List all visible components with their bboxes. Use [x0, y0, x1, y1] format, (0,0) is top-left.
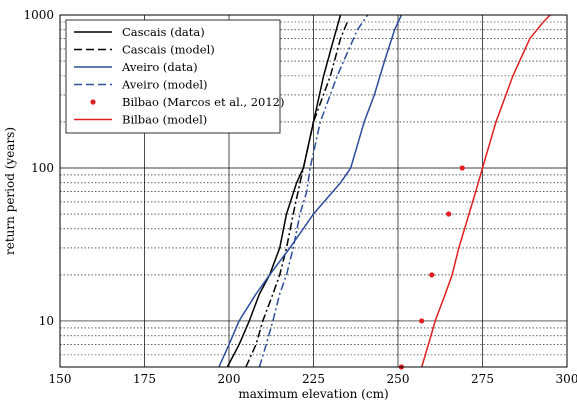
x-axis-ticks: 150 175 200 225 250 275 300 — [49, 372, 577, 386]
x-tick-label: 250 — [387, 372, 410, 386]
y-tick-label: 100 — [31, 161, 54, 175]
legend-marker — [90, 99, 96, 105]
x-tick-label: 175 — [133, 372, 156, 386]
x-tick-label: 200 — [218, 372, 241, 386]
x-tick-label: 275 — [471, 372, 494, 386]
legend-entry: Aveiro (data) — [121, 60, 198, 74]
series-layer — [218, 14, 551, 370]
data-point — [446, 211, 452, 217]
series-line — [420, 14, 551, 368]
y-tick-label: 10 — [39, 314, 54, 328]
series-line — [258, 14, 369, 368]
legend-entry: Bilbao (Marcos et al., 2012) — [122, 95, 284, 109]
y-axis-label: return period (years) — [3, 127, 17, 255]
y-tick-label: 1000 — [23, 8, 54, 22]
plot-frame — [59, 14, 568, 368]
legend-box — [65, 19, 281, 134]
series-line — [218, 14, 403, 368]
x-axis-label: maximum elevation (cm) — [238, 387, 388, 401]
data-point — [429, 272, 435, 278]
legend-entry: Bilbao (model) — [122, 113, 207, 127]
data-point — [419, 318, 425, 324]
series-line — [245, 21, 348, 368]
x-tick-label: 225 — [302, 372, 325, 386]
legend-entry: Cascais (data) — [122, 25, 205, 39]
series-line — [226, 14, 342, 368]
x-tick-label: 150 — [49, 372, 72, 386]
y-axis-ticks: 10 100 1000 — [23, 8, 54, 328]
legend-entry: Cascais (model) — [122, 43, 215, 57]
legend: Cascais (data) Cascais (model) Aveiro (dat… — [65, 19, 284, 134]
data-point — [459, 165, 465, 171]
x-tick-label: 300 — [556, 372, 577, 386]
legend-entry: Aveiro (model) — [121, 78, 208, 92]
